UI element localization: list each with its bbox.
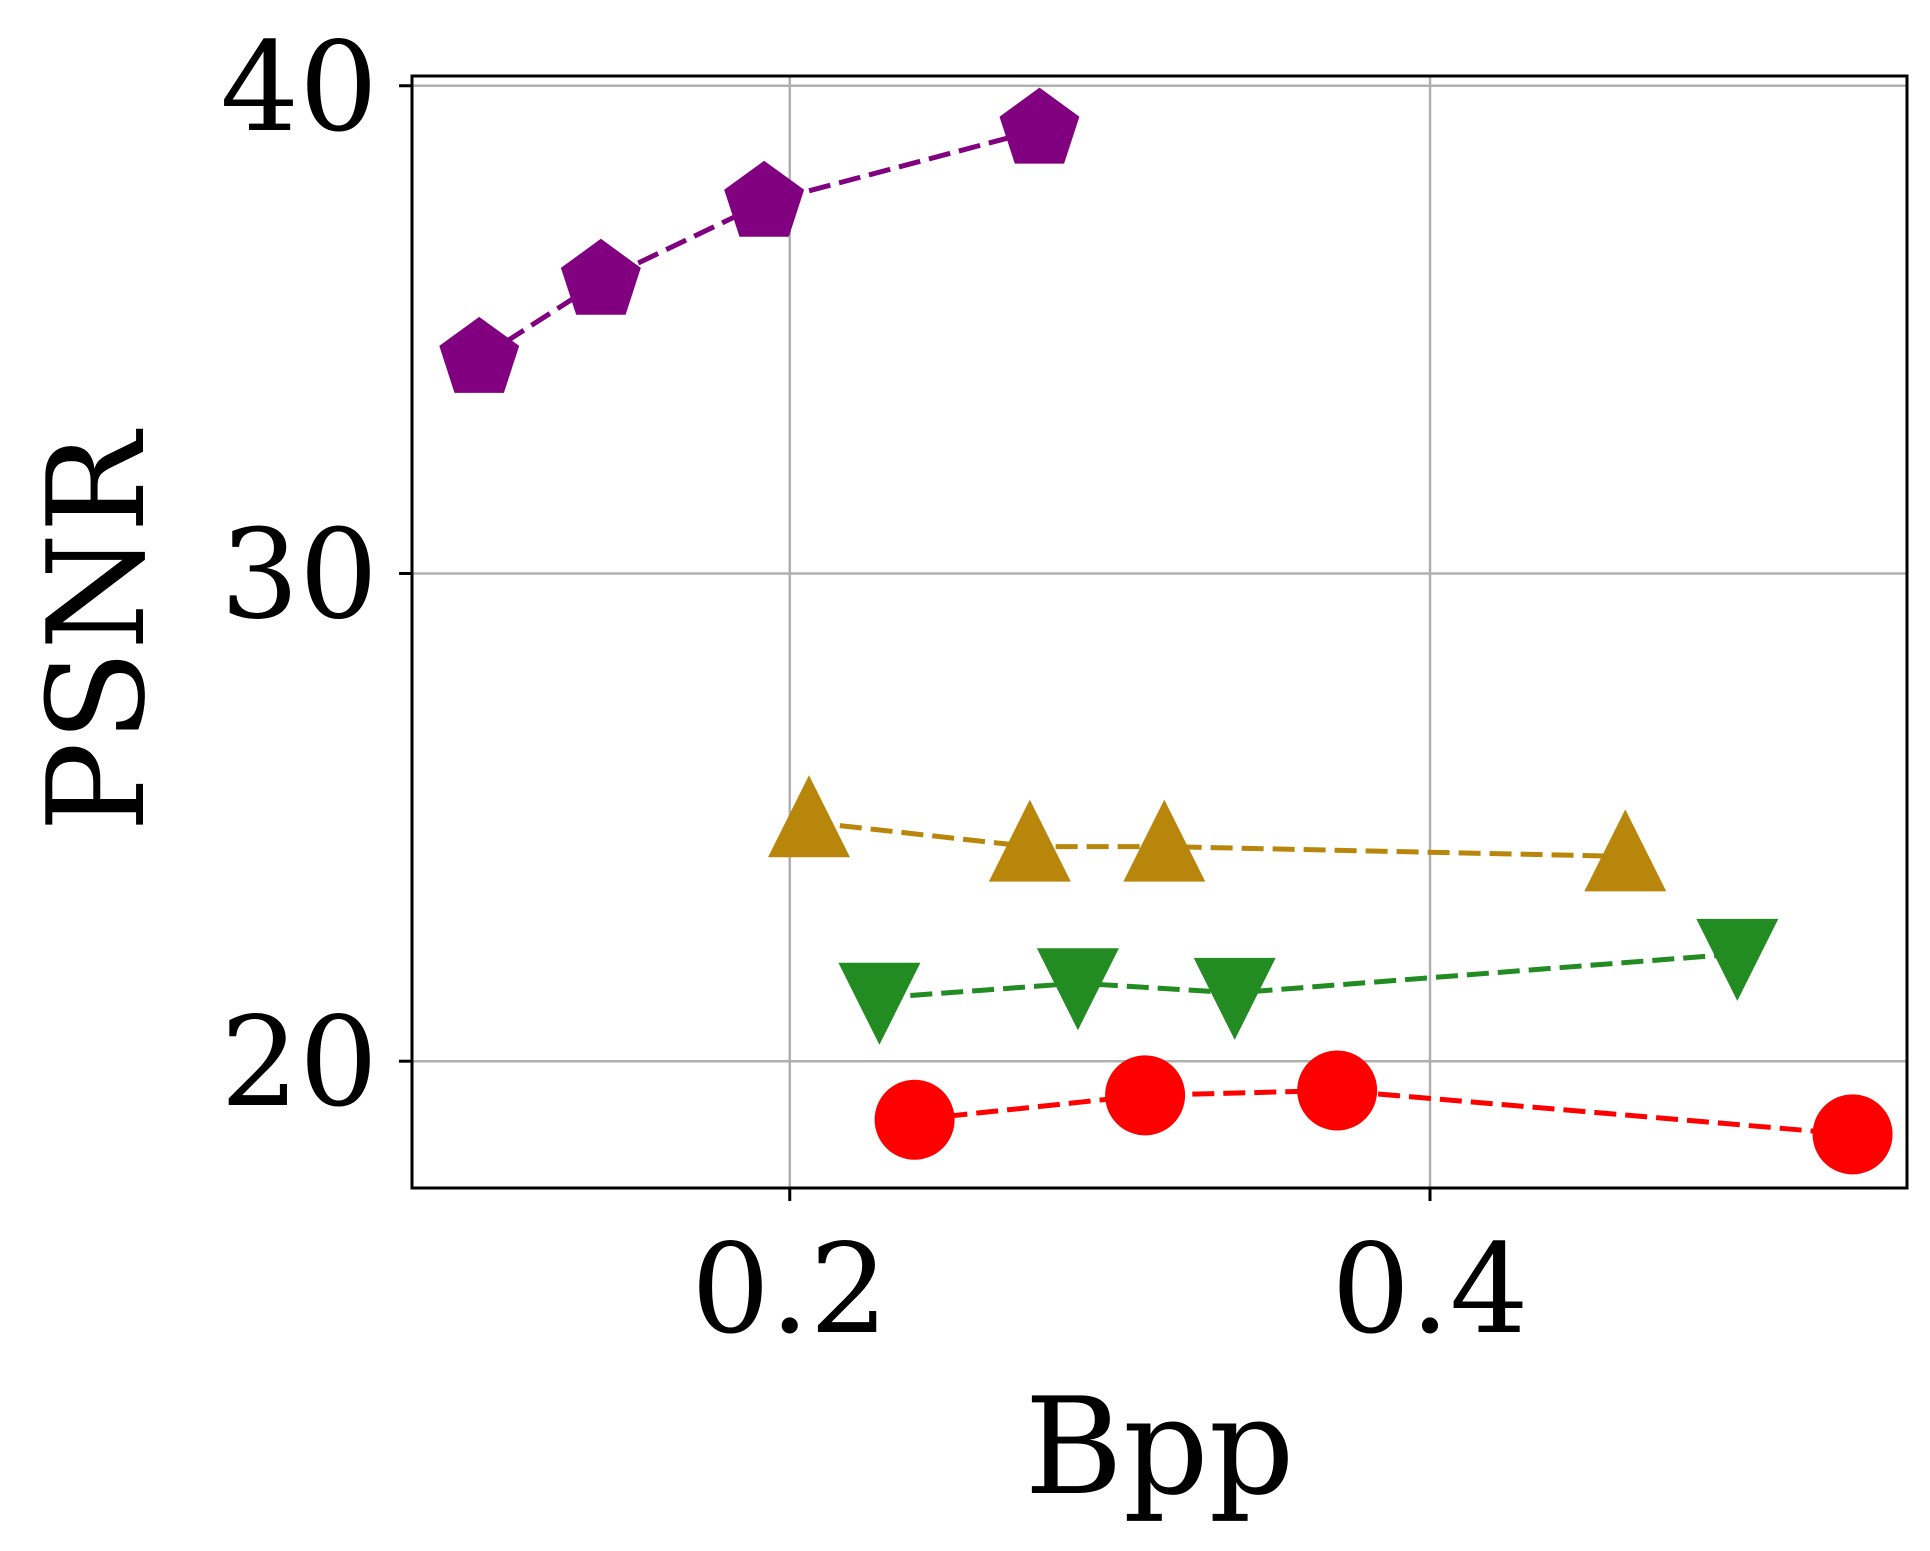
series-1-point <box>560 238 641 315</box>
series-4 <box>874 1050 1893 1175</box>
series-2 <box>768 775 1667 892</box>
x-axis-label: Bpp <box>1024 1369 1294 1525</box>
series-1-point <box>439 316 520 393</box>
series-1-line <box>477 127 1041 362</box>
series-2-point <box>1584 809 1667 892</box>
series-4-point <box>1812 1094 1893 1175</box>
series-1-point <box>999 87 1080 164</box>
series-2-point <box>1123 799 1206 882</box>
series-3-point <box>1193 957 1276 1040</box>
ticks: 0.2 0.4 20 30 40 <box>220 16 1528 1362</box>
y-tick-label: 20 <box>220 991 378 1135</box>
series-2-line <box>808 819 1626 859</box>
plot-frame <box>410 74 1909 1190</box>
series-3-point <box>1696 918 1779 1001</box>
series-4-point <box>1105 1055 1186 1136</box>
series-4-point <box>874 1079 955 1160</box>
y-tick-label: 40 <box>220 16 378 160</box>
series-1 <box>439 87 1080 393</box>
y-axis-label: PSNR <box>19 428 175 832</box>
series-layer <box>439 87 1893 1175</box>
y-tick-label: 30 <box>220 503 378 647</box>
x-tick-label: 0.4 <box>1331 1218 1528 1362</box>
series-4-line <box>914 1087 1853 1137</box>
series-3 <box>838 918 1779 1045</box>
x-tick-label: 0.2 <box>691 1218 888 1362</box>
series-4-point <box>1297 1050 1378 1131</box>
series-3-line <box>879 951 1738 1001</box>
series-3-point <box>1036 948 1119 1031</box>
series-1-point <box>724 160 805 237</box>
series-2-point <box>988 799 1071 882</box>
series-2-point <box>768 775 850 858</box>
series-3-point <box>838 962 921 1045</box>
